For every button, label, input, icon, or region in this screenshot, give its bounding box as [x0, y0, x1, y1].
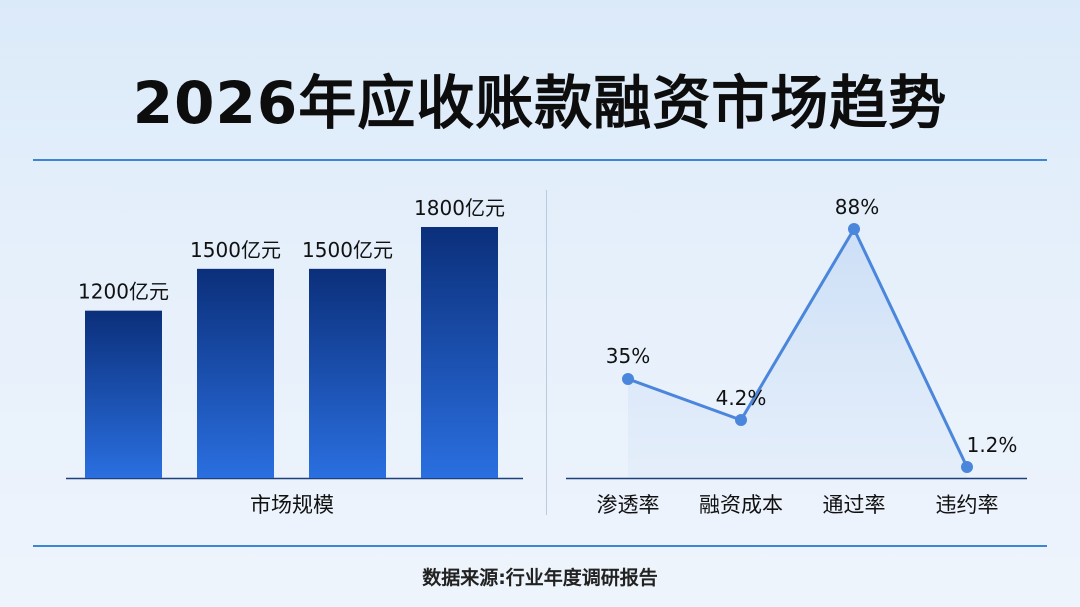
line-category-label: 通过率 — [823, 493, 886, 517]
line-data-label: 35% — [606, 344, 650, 368]
bar — [197, 268, 274, 478]
bar — [85, 310, 162, 478]
source-footnote: 数据来源:行业年度调研报告 — [422, 567, 658, 589]
chart-title: 2026年应收账款融资市场趋势 — [132, 69, 948, 137]
line-category-label: 渗透率 — [597, 493, 660, 517]
line-chart: 35% 渗透率 4.2% 融资成本 88% 通过率 1.2% 违约率 — [566, 195, 1027, 517]
bar-data-label: 1200亿元 — [78, 280, 169, 304]
line-point — [848, 223, 860, 235]
line-data-label: 1.2% — [967, 433, 1018, 457]
line-category-label: 违约率 — [936, 493, 999, 517]
bar-data-label: 1500亿元 — [190, 238, 281, 262]
line-data-label: 88% — [835, 195, 879, 219]
bar — [421, 227, 498, 478]
panel-divider — [546, 190, 547, 515]
top-divider-line — [33, 159, 1047, 161]
line-area-fill — [628, 229, 967, 478]
line-category-label: 融资成本 — [699, 493, 783, 517]
bottom-divider-line — [33, 545, 1047, 547]
bar-data-label: 1800亿元 — [414, 196, 505, 220]
line-point — [961, 461, 973, 473]
line-data-label: 4.2% — [716, 386, 767, 410]
bar-data-label: 1500亿元 — [302, 238, 393, 262]
line-series — [627, 227, 969, 468]
line-point — [622, 372, 634, 385]
bar — [309, 268, 386, 478]
line-point — [735, 414, 747, 426]
bar-x-axis-label: 市场规模 — [250, 493, 334, 517]
